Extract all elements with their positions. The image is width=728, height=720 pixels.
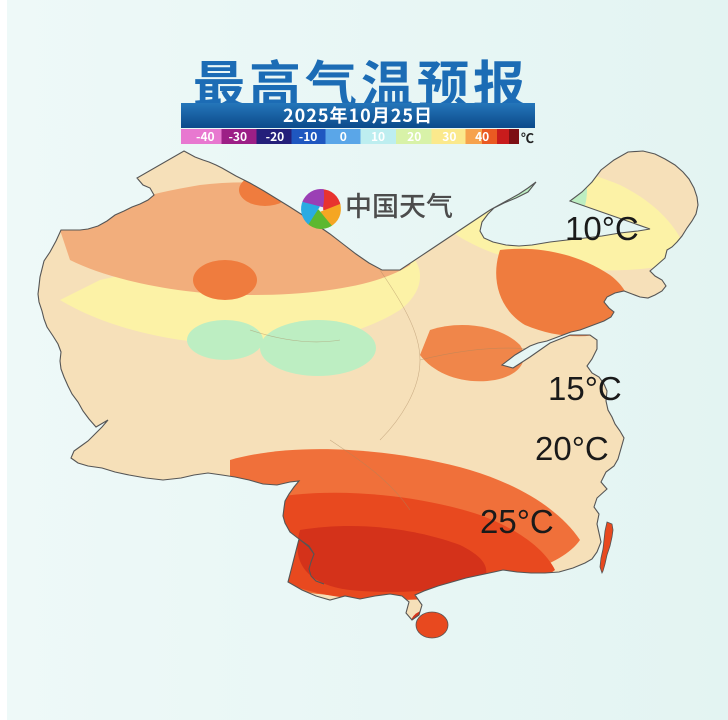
svg-text:10°C: 10°C — [565, 210, 639, 247]
svg-text:20°C: 20°C — [535, 430, 609, 467]
svg-text:中国天气: 中国天气 — [345, 185, 453, 224]
svg-text:15°C: 15°C — [548, 370, 622, 407]
svg-text:25°C: 25°C — [480, 503, 554, 540]
